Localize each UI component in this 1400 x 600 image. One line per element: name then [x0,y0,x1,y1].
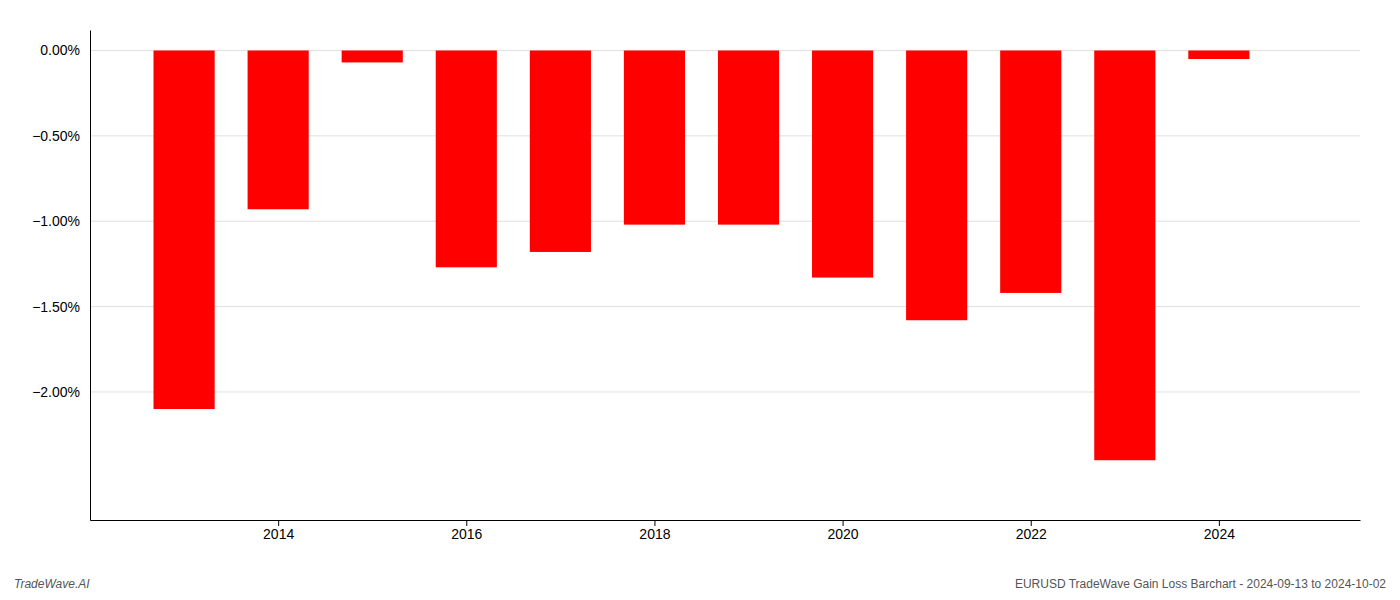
x-tick: 2018 [639,520,670,542]
y-tick: −1.50% [32,299,90,315]
y-tick-label: 0.00% [40,42,80,58]
x-tick-label: 2018 [639,526,670,542]
bars [154,50,1250,460]
bar [154,50,215,409]
x-tick: 2016 [451,520,482,542]
x-axis-line [91,520,1361,521]
bar [812,50,873,277]
bar [718,50,779,224]
y-tick: −0.50% [32,128,90,144]
y-tick: 0.00% [40,42,90,58]
plot: 0.00%−0.50%−1.00%−1.50%−2.00%20142016201… [32,31,1360,542]
x-axis: 2014 2016 2018 2020 2022 2024 [91,520,1361,542]
bar [1094,50,1155,460]
x-tick-label: 2020 [828,526,859,542]
grid [90,50,1360,391]
x-tick-label: 2024 [1204,526,1235,542]
footer-left: TradeWave.AI [14,577,90,591]
bar [248,50,309,209]
x-tick: 2014 [263,520,294,542]
x-tick-label: 2016 [451,526,482,542]
footer: TradeWave.AI EURUSD TradeWave Gain Loss B… [14,577,1386,591]
x-tick: 2020 [828,520,859,542]
x-tick: 2022 [1016,520,1047,542]
chart: 0.00%−0.50%−1.00%−1.50%−2.00%20142016201… [0,0,1400,600]
y-tick: −1.00% [32,213,90,229]
y-tick-label: −1.50% [32,299,80,315]
bar [530,50,591,251]
bar [342,50,403,62]
bar [1188,50,1249,59]
footer-right: EURUSD TradeWave Gain Loss Barchart - 20… [1015,577,1386,591]
y-tick-label: −1.00% [32,213,80,229]
y-axis: 0.00% −0.50% −1.00% −1.50% −2.00% [32,31,90,521]
y-tick: −2.00% [32,384,90,400]
x-tick-label: 2022 [1016,526,1047,542]
bar [906,50,967,320]
x-tick: 2024 [1204,520,1235,542]
y-tick-label: −0.50% [32,128,80,144]
x-tick-label: 2014 [263,526,294,542]
bar [436,50,497,267]
grid-line [90,391,1360,392]
y-axis-line [90,31,91,521]
y-tick-label: −2.00% [32,384,80,400]
bar [624,50,685,224]
grid-line [90,306,1360,307]
bar [1000,50,1061,292]
